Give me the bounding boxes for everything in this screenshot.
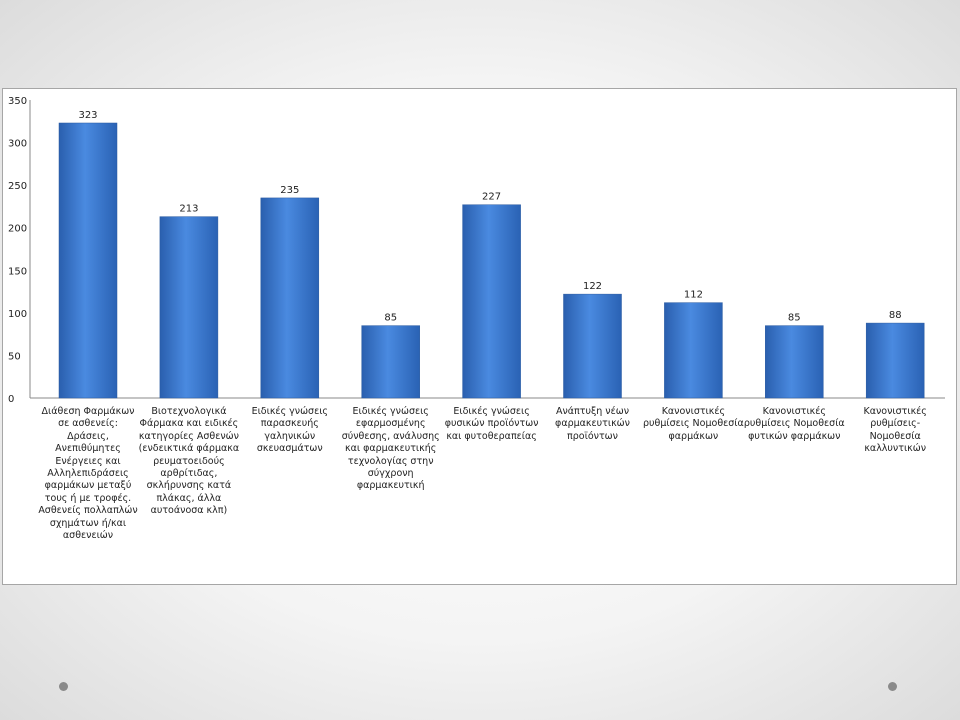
bar — [260, 197, 320, 399]
x-tick-label: Κανονιστικές ρυθμίσεις- Νομοθεσία καλλυν… — [863, 406, 927, 455]
data-label: 85 — [788, 313, 801, 324]
x-tick-label: Κανονιστικές ρυθμίσεις Νομοθεσία φαρμάκω… — [642, 406, 744, 442]
x-tick-label: Βιοτεχνολογικά Φάρμακα και ειδικές κατηγ… — [138, 406, 240, 517]
bar — [361, 325, 420, 399]
bar — [563, 293, 622, 399]
bar — [159, 216, 219, 399]
x-tick-label: Ειδικές γνώσεις φυσικών προϊόντων και φυ… — [444, 406, 539, 442]
bar — [58, 122, 118, 399]
bar — [664, 302, 723, 399]
data-label: 88 — [889, 310, 902, 321]
data-label: 235 — [280, 185, 299, 196]
x-tick-label: Ειδικές γνώσεις παρασκευής γαληνικών σκε… — [251, 406, 328, 455]
bar — [462, 204, 521, 399]
y-tick-label: 50 — [8, 351, 21, 362]
x-tick-label: Ειδικές γνώσεις εφαρμοσμένης σύνθεσης, α… — [341, 406, 440, 492]
y-tick-label: 250 — [8, 181, 27, 192]
bar — [865, 322, 925, 399]
x-tick-label: Διάθεση Φαρμάκων σε ασθενείς: Δράσεις, Α… — [38, 406, 138, 542]
y-tick-label: 350 — [8, 96, 27, 107]
y-tick-label: 0 — [8, 394, 14, 405]
x-tick-label: Κανονιστικές ρυθμίσεις Νομοθεσία φυτικών… — [743, 406, 845, 442]
data-label: 213 — [179, 204, 198, 215]
data-label: 122 — [583, 281, 602, 292]
y-tick-label: 200 — [8, 224, 27, 235]
bar — [765, 325, 824, 399]
data-label: 112 — [684, 290, 703, 301]
data-label: 85 — [384, 313, 397, 324]
data-label: 323 — [78, 110, 97, 121]
bullet-dot-right — [888, 682, 897, 691]
y-tick-label: 150 — [8, 266, 27, 277]
y-tick-label: 300 — [8, 139, 27, 150]
y-tick-label: 100 — [8, 309, 27, 320]
x-tick-label: Ανάπτυξη νέων φαρμακευτικών προϊόντων — [555, 406, 630, 442]
bullet-dot-left — [59, 682, 68, 691]
data-label: 227 — [482, 192, 501, 203]
